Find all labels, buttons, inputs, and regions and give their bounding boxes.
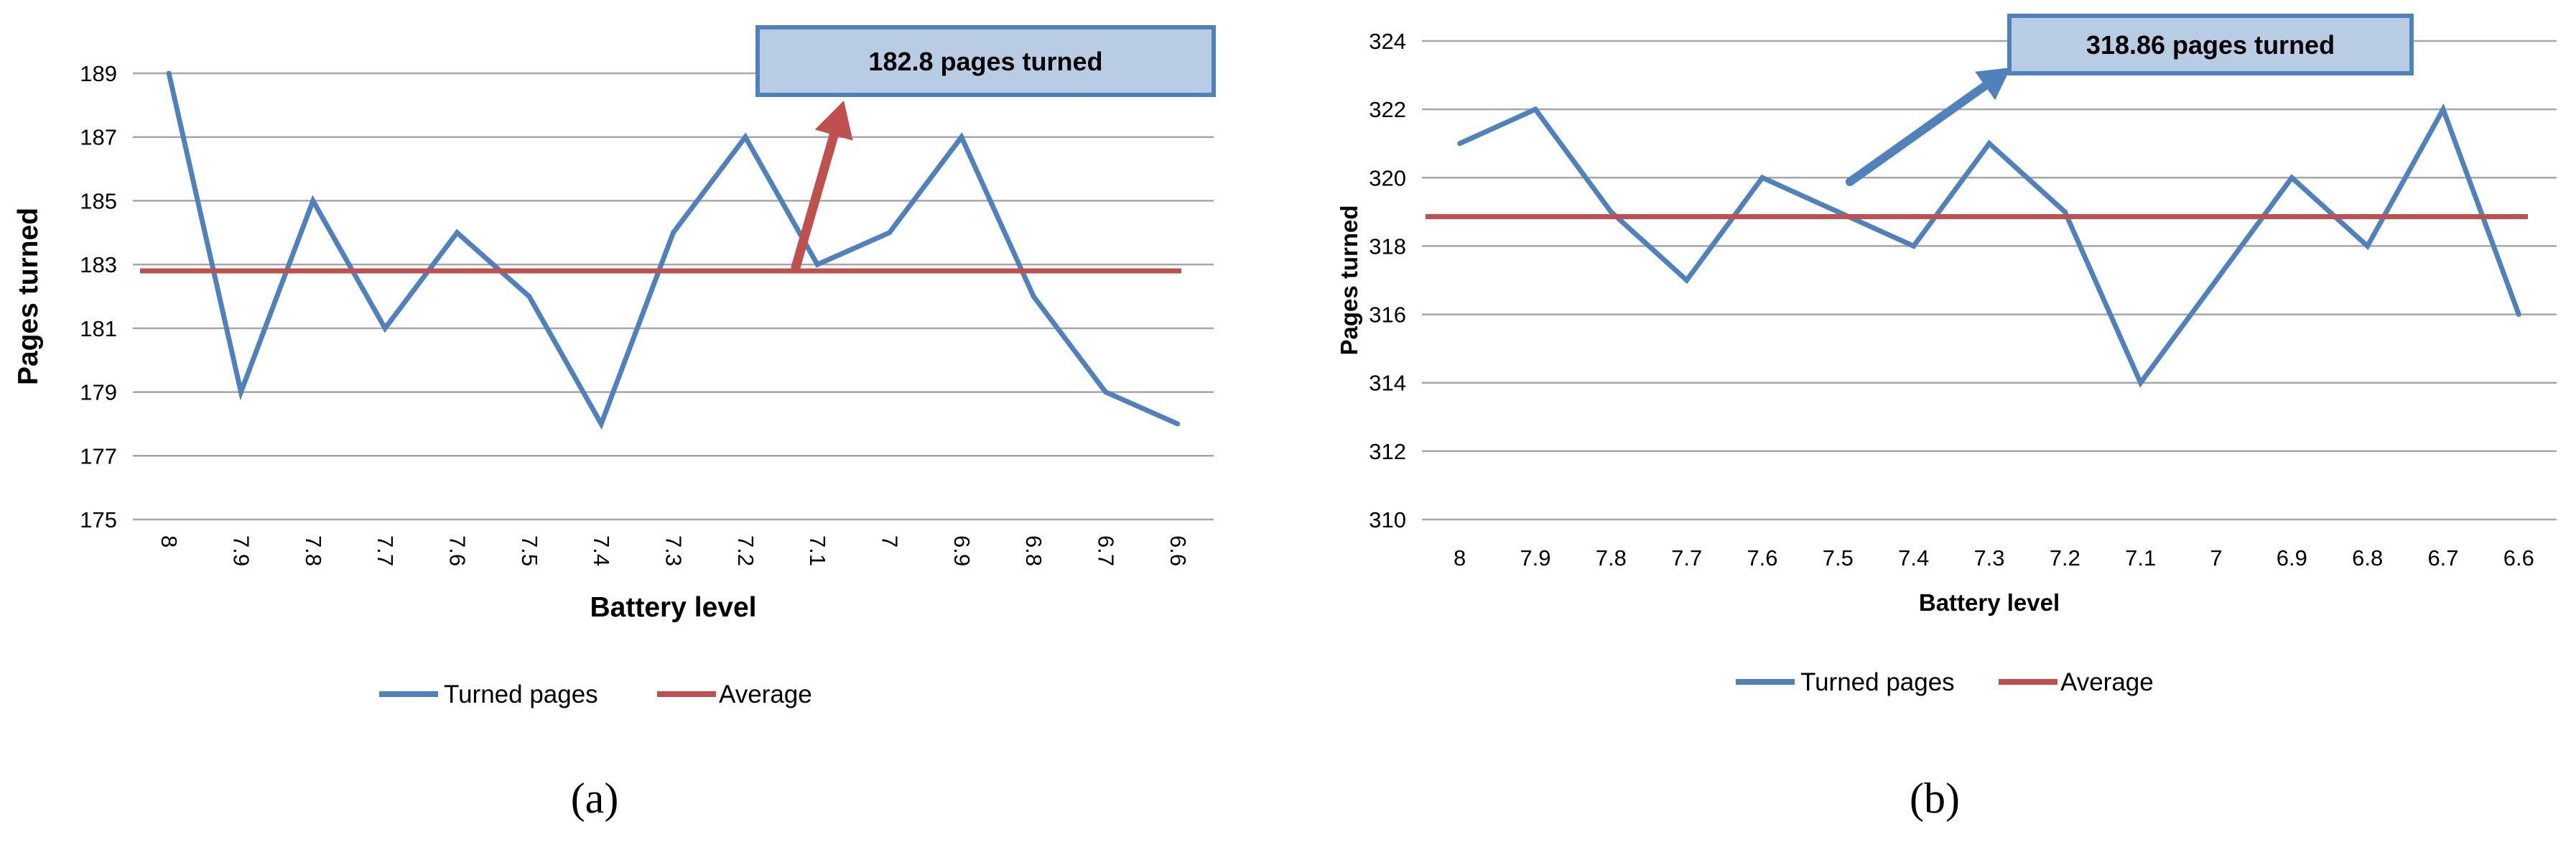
x-tick-label: 7.3	[1973, 545, 2004, 571]
x-tick-label: 7	[878, 535, 903, 548]
annotation-arrow-shaft	[1846, 81, 1990, 186]
data-point	[1759, 175, 1765, 180]
x-tick-label: 7.7	[1671, 545, 1702, 571]
y-tick-label: 310	[1369, 507, 1406, 532]
annotation-text: 182.8 pages turned	[868, 47, 1102, 76]
x-tick-label: 7.8	[301, 535, 326, 566]
x-tick-label: 7.8	[1596, 545, 1627, 571]
x-tick-label: 6.7	[1094, 535, 1119, 566]
y-tick-label: 179	[80, 380, 117, 405]
x-tick-label: 6.8	[2352, 545, 2383, 571]
data-point	[382, 325, 388, 331]
data-point	[2516, 312, 2521, 318]
data-point	[310, 198, 316, 203]
x-tick-label: 7.5	[1823, 545, 1854, 571]
x-tick-label: 7.6	[1747, 545, 1777, 571]
data-point	[1911, 243, 1917, 249]
x-axis-title: Battery level	[590, 592, 757, 623]
legend-label-average: Average	[719, 680, 812, 708]
x-tick-label: 6.7	[2427, 545, 2458, 571]
data-point	[2213, 277, 2219, 283]
annotation-arrow-head	[814, 101, 853, 141]
x-tick-label: 7.2	[733, 535, 758, 566]
data-point	[743, 134, 748, 140]
x-tick-label: 7	[2210, 545, 2222, 571]
x-tick-label: 6.9	[2277, 545, 2307, 571]
x-tick-label: 7.4	[589, 535, 614, 566]
annotation-text: 318.86 pages turned	[2086, 30, 2335, 60]
x-tick-label: 7.1	[805, 535, 830, 566]
data-point	[1835, 209, 1841, 215]
panel-label: (a)	[571, 775, 619, 822]
data-point	[1103, 389, 1108, 395]
data-point	[1031, 294, 1036, 299]
x-tick-label: 7.9	[229, 535, 254, 566]
panel-label: (b)	[1910, 775, 1960, 822]
data-point	[814, 262, 820, 267]
annotation-arrow-shaft	[791, 130, 839, 272]
x-tick-label: 6.6	[1166, 535, 1191, 566]
data-point	[1457, 141, 1463, 147]
x-tick-label: 7.2	[2050, 545, 2080, 571]
x-tick-label: 7.5	[517, 535, 542, 566]
data-point	[959, 134, 964, 140]
chart-panel-a: 175 177 179 181 183 185 187 189 8 7.9 7.8 7.7 7.6 7.5…	[13, 25, 1216, 822]
legend-label-turned-pages: Turned pages	[1800, 668, 1955, 696]
x-tick-label: 7.4	[1898, 545, 1929, 571]
series-line-turned-pages	[166, 73, 1179, 430]
data-point	[238, 389, 243, 395]
data-point	[887, 230, 892, 236]
x-tick-label: 8	[1454, 545, 1466, 571]
x-tick-label: 6.9	[949, 535, 975, 566]
data-point	[1684, 277, 1690, 283]
data-point	[671, 230, 676, 236]
x-tick-label: 7.6	[445, 535, 470, 566]
data-point	[166, 70, 172, 76]
y-tick-label: 185	[80, 188, 117, 213]
y-tick-label: 322	[1369, 97, 1406, 122]
y-tick-label: 324	[1369, 29, 1406, 54]
x-tick-label: 7.3	[661, 535, 687, 566]
y-tick-label: 181	[80, 316, 117, 341]
annotation-box	[755, 25, 1216, 97]
data-point	[2365, 243, 2371, 249]
x-tick-label: 7.1	[2125, 545, 2156, 571]
x-tick-label: 8	[157, 535, 182, 548]
legend-label-average: Average	[2060, 668, 2154, 696]
data-point	[2289, 175, 2294, 180]
annotation-box	[2007, 14, 2414, 75]
y-tick-label: 175	[80, 507, 117, 532]
data-point	[2062, 209, 2068, 215]
y-tick-label: 183	[80, 252, 117, 277]
y-tick-label: 318	[1369, 234, 1406, 259]
x-axis-title: Battery level	[1919, 589, 2060, 616]
y-tick-label: 314	[1369, 371, 1406, 396]
data-point	[2440, 106, 2446, 112]
data-point	[1533, 106, 1538, 112]
y-tick-label: 189	[80, 61, 117, 86]
annotation-arrow-head	[1975, 68, 2011, 101]
data-point	[1986, 141, 1992, 147]
data-point	[455, 230, 460, 236]
data-point	[1175, 421, 1181, 427]
data-point	[1608, 209, 1614, 215]
x-tick-label: 6.8	[1021, 535, 1046, 566]
x-tick-label: 7.7	[373, 535, 398, 566]
y-tick-label: 187	[80, 125, 117, 150]
y-axis-title: Pages turned	[1336, 205, 1362, 355]
x-tick-label: 7.9	[1520, 545, 1550, 571]
y-tick-label: 177	[80, 443, 117, 468]
x-tick-label: 6.6	[2503, 545, 2534, 571]
y-tick-label: 320	[1369, 165, 1406, 190]
data-point	[526, 294, 532, 299]
data-point	[598, 421, 604, 427]
legend-label-turned-pages: Turned pages	[444, 680, 598, 708]
y-tick-label: 312	[1369, 439, 1406, 464]
data-point	[2138, 380, 2144, 386]
y-axis-title: Pages turned	[13, 208, 44, 385]
chart-panel-b: 310 312 314 316 318 320 322 324 8 7.9 7.8 7.7 7.6 7.5…	[1336, 14, 2557, 822]
y-tick-label: 316	[1369, 303, 1406, 328]
